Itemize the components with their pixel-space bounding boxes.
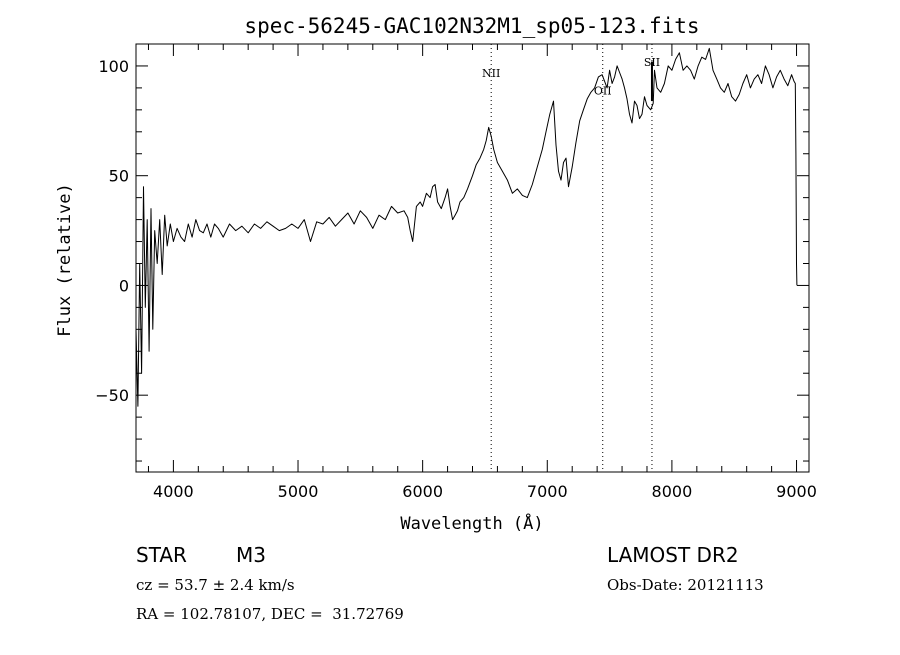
spectrum-series [135, 47, 798, 407]
redshift-text: cz = 53.7 ± 2.4 km/s [136, 576, 295, 594]
object-class: STAR [136, 543, 187, 567]
line-annotations: NIIOIISII [482, 44, 660, 472]
spectrum-line [135, 47, 798, 407]
x-tick-label: 7000 [527, 482, 568, 501]
survey-name: LAMOST DR2 [607, 543, 739, 567]
axes [135, 43, 810, 473]
x-tick-label: 8000 [652, 482, 693, 501]
emission-line-label: OII [594, 84, 612, 97]
obs-date-text: Obs-Date: 20121113 [607, 576, 764, 594]
object-subclass: M3 [236, 543, 266, 567]
tick-labels: 4000 5000 6000 7000 8000 9000 −50 0 50 100 [95, 57, 817, 501]
coordinates-text: RA = 102.78107, DEC = 31.72769 [136, 605, 404, 623]
x-axis-label: Wavelength (Å) [400, 512, 543, 534]
y-tick-label: −50 [95, 386, 129, 405]
y-tick-label: 50 [109, 167, 129, 186]
y-tick-label: 100 [98, 57, 129, 76]
x-tick-label: 4000 [153, 482, 194, 501]
plot-frame [135, 43, 810, 473]
y-tick-label: 0 [119, 276, 129, 295]
x-tick-label: 6000 [402, 482, 443, 501]
emission-line-label: NII [482, 67, 500, 80]
x-tick-label: 5000 [278, 482, 319, 501]
y-axis-label: Flux (relative) [55, 183, 75, 337]
x-tick-label: 9000 [776, 482, 817, 501]
chart-title: spec-56245-GAC102N32M1_sp05-123.fits [244, 14, 699, 38]
